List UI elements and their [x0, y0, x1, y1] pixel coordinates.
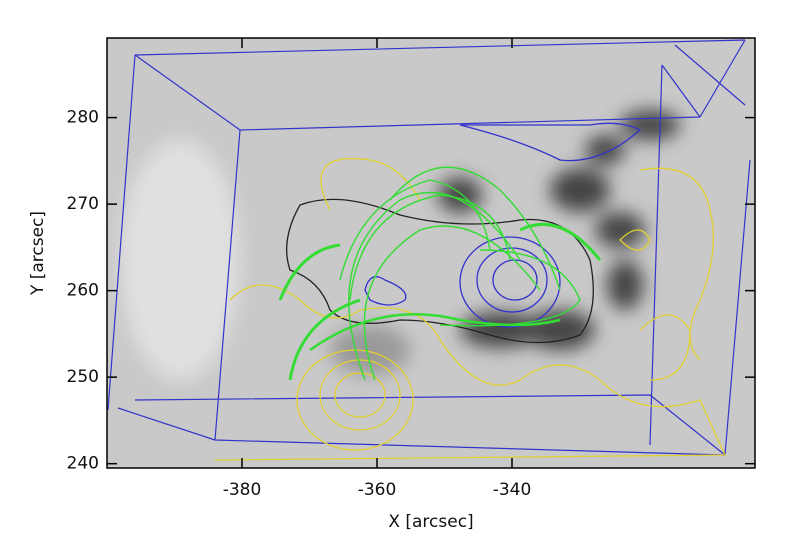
overlays	[107, 39, 751, 461]
plot-frame	[106, 37, 756, 469]
x-tick-label: -380	[223, 480, 262, 500]
y-tick-label: 250	[67, 367, 99, 387]
x-axis-label: X [arcsec]	[388, 512, 473, 532]
x-tick-label: -360	[358, 480, 397, 500]
y-tick-label: 270	[67, 194, 99, 214]
y-tick-label: 260	[67, 281, 99, 301]
axes: -380 -360 -340 240 250 260 270 280	[67, 38, 755, 500]
y-tick-label: 280	[67, 108, 99, 128]
y-tick-label: 240	[67, 454, 99, 474]
solar-image	[107, 38, 755, 468]
y-axis-label: Y [arcsec]	[28, 211, 48, 296]
x-tick-label: -340	[493, 480, 532, 500]
